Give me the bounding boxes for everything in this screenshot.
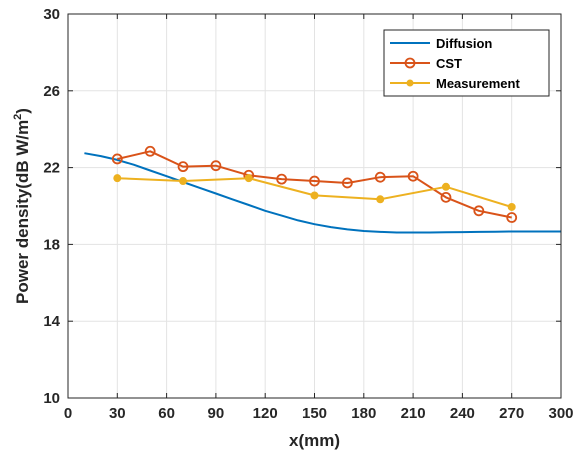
y-axis-label-main: Power density(dB W/m — [13, 120, 32, 304]
legend-label: Measurement — [436, 76, 520, 91]
legend-item-cst: CST — [390, 56, 462, 71]
x-tick-label: 180 — [351, 405, 376, 422]
x-tick-labels: 0 30 60 90 120 150 180 210 240 270 300 — [64, 14, 574, 422]
x-tick-label: 120 — [253, 405, 278, 422]
data-point — [374, 171, 386, 183]
legend-label: Diffusion — [436, 36, 492, 51]
data-point — [177, 161, 189, 173]
legend: Diffusion CST Measurement — [383, 29, 550, 97]
data-point — [276, 173, 288, 185]
data-point — [341, 177, 353, 189]
data-point — [244, 174, 253, 183]
legend-marker — [406, 79, 414, 87]
data-point — [310, 191, 319, 200]
y-axis-label-tail: ) — [13, 108, 32, 114]
data-point — [179, 177, 188, 186]
data-point — [376, 195, 385, 204]
legend-marker — [404, 57, 416, 69]
series-line-diffusion — [84, 152, 561, 234]
y-tick-labels: 10 14 18 22 26 30 — [43, 6, 561, 407]
y-tick-label: 26 — [43, 83, 60, 100]
y-tick-label: 22 — [43, 160, 60, 177]
data-point — [473, 205, 485, 217]
data-point — [210, 160, 222, 172]
data-point — [440, 191, 452, 203]
y-tick-label: 14 — [43, 313, 60, 330]
x-axis-label: x(mm) — [289, 431, 340, 450]
x-tick-label: 60 — [158, 405, 175, 422]
legend-item-diffusion: Diffusion — [390, 36, 492, 51]
data-point — [507, 202, 516, 211]
x-tick-label: 0 — [64, 405, 72, 422]
x-tick-label: 240 — [450, 405, 475, 422]
y-axis-label: Power density(dB W/m2) — [12, 108, 32, 304]
series-measurement — [113, 174, 516, 211]
data-point — [407, 170, 419, 182]
data-point — [111, 153, 123, 165]
data-point — [506, 212, 518, 223]
x-tick-label: 30 — [109, 405, 126, 422]
plot-area — [84, 145, 561, 234]
data-point — [113, 174, 122, 183]
series-diffusion — [84, 152, 561, 234]
y-tick-label: 10 — [43, 390, 60, 407]
data-point — [144, 145, 156, 157]
y-tick-label: 30 — [43, 6, 60, 23]
x-tick-label: 150 — [302, 405, 327, 422]
data-point — [309, 175, 320, 187]
x-tick-label: 90 — [208, 405, 225, 422]
legend-item-measurement: Measurement — [390, 76, 520, 91]
y-axis-label-superscript: 2 — [12, 114, 24, 120]
x-tick-label: 210 — [401, 405, 426, 422]
legend-label: CST — [436, 56, 462, 71]
x-tick-label: 300 — [548, 405, 573, 422]
data-point — [441, 182, 450, 191]
y-tick-label: 18 — [43, 236, 60, 253]
series-line-cst — [117, 150, 512, 219]
x-tick-label: 270 — [499, 405, 524, 422]
